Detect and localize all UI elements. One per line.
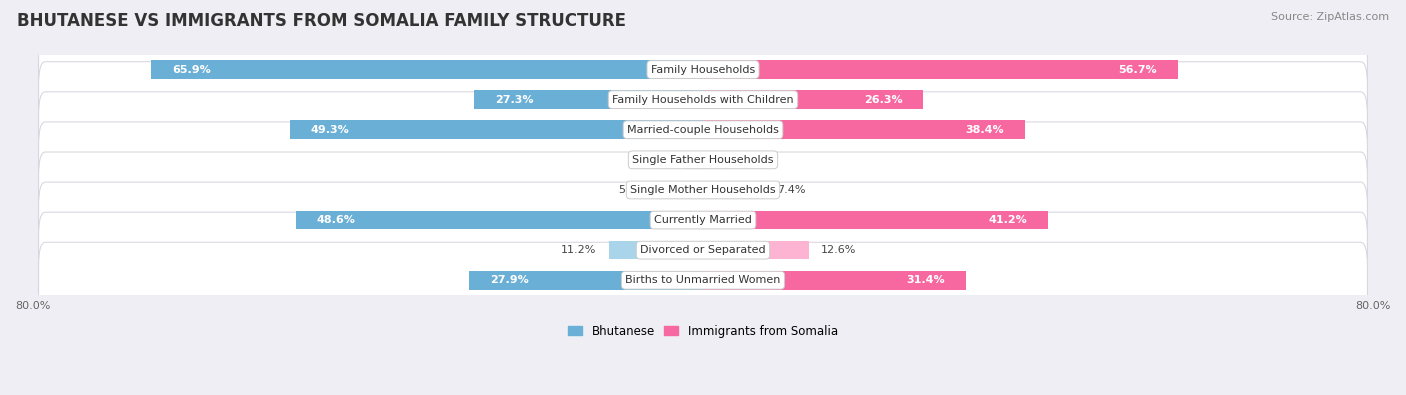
Text: 11.2%: 11.2%	[561, 245, 596, 255]
Bar	[150, 60, 703, 79]
Text: 2.1%: 2.1%	[644, 155, 673, 165]
Text: 27.3%: 27.3%	[495, 95, 534, 105]
Bar	[474, 90, 703, 109]
Text: 48.6%: 48.6%	[316, 215, 356, 225]
Bar	[703, 60, 1178, 79]
Text: 49.3%: 49.3%	[311, 125, 350, 135]
Text: 27.9%: 27.9%	[491, 275, 529, 285]
FancyBboxPatch shape	[38, 92, 1368, 167]
FancyBboxPatch shape	[38, 182, 1368, 258]
Text: Currently Married: Currently Married	[654, 215, 752, 225]
Text: Births to Unmarried Women: Births to Unmarried Women	[626, 275, 780, 285]
Bar	[703, 90, 924, 109]
Text: 12.6%: 12.6%	[821, 245, 856, 255]
FancyBboxPatch shape	[38, 62, 1368, 137]
Text: 7.4%: 7.4%	[778, 185, 806, 195]
Text: 65.9%: 65.9%	[172, 64, 211, 75]
Text: Single Mother Households: Single Mother Households	[630, 185, 776, 195]
Text: Source: ZipAtlas.com: Source: ZipAtlas.com	[1271, 12, 1389, 22]
Bar	[290, 120, 703, 139]
Bar	[703, 120, 1025, 139]
Bar	[685, 150, 703, 169]
Text: Family Households: Family Households	[651, 64, 755, 75]
Bar	[703, 150, 724, 169]
FancyBboxPatch shape	[38, 212, 1368, 288]
Text: 56.7%: 56.7%	[1119, 64, 1157, 75]
Bar	[703, 271, 966, 290]
Legend: Bhutanese, Immigrants from Somalia: Bhutanese, Immigrants from Somalia	[564, 320, 842, 342]
FancyBboxPatch shape	[38, 32, 1368, 107]
Bar	[295, 211, 703, 229]
Text: 5.3%: 5.3%	[617, 185, 645, 195]
Text: 41.2%: 41.2%	[988, 215, 1028, 225]
FancyBboxPatch shape	[38, 122, 1368, 198]
Bar	[703, 241, 808, 260]
Text: 31.4%: 31.4%	[907, 275, 945, 285]
Bar	[658, 181, 703, 199]
Bar	[609, 241, 703, 260]
Text: Divorced or Separated: Divorced or Separated	[640, 245, 766, 255]
Text: Family Households with Children: Family Households with Children	[612, 95, 794, 105]
Text: 38.4%: 38.4%	[965, 125, 1004, 135]
Bar	[703, 211, 1049, 229]
Text: 26.3%: 26.3%	[863, 95, 903, 105]
FancyBboxPatch shape	[38, 242, 1368, 318]
Text: 2.5%: 2.5%	[737, 155, 765, 165]
Text: Single Father Households: Single Father Households	[633, 155, 773, 165]
Text: BHUTANESE VS IMMIGRANTS FROM SOMALIA FAMILY STRUCTURE: BHUTANESE VS IMMIGRANTS FROM SOMALIA FAM…	[17, 12, 626, 30]
Bar	[703, 181, 765, 199]
Text: Married-couple Households: Married-couple Households	[627, 125, 779, 135]
FancyBboxPatch shape	[38, 152, 1368, 228]
Bar	[470, 271, 703, 290]
